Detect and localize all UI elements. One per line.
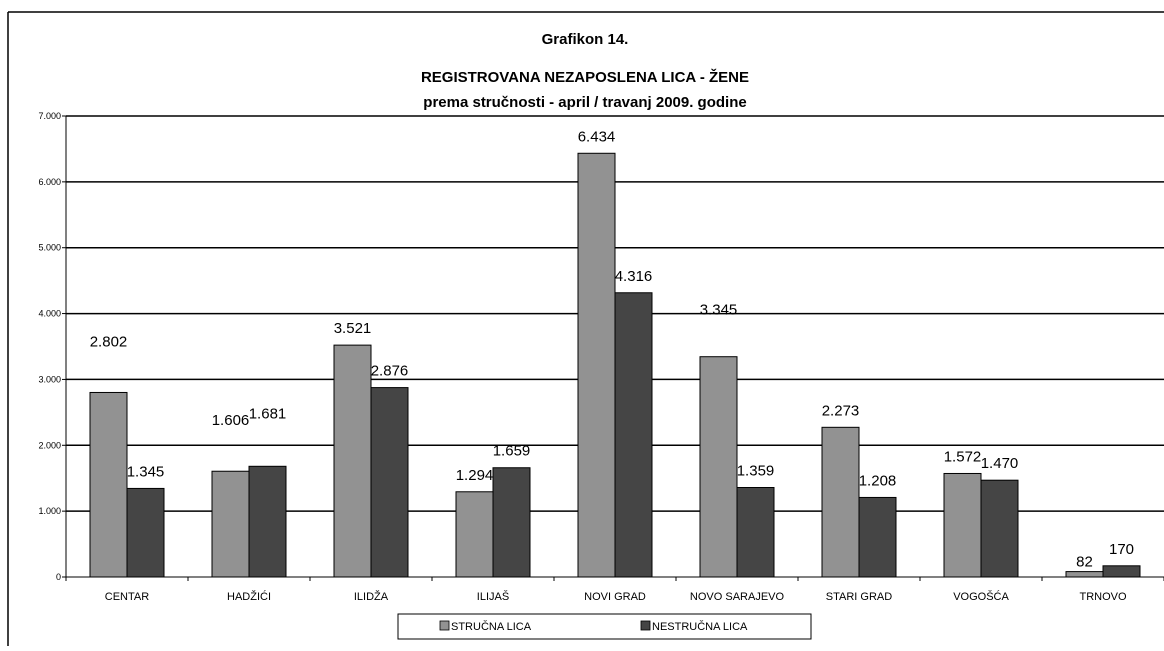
data-label-nestručna-lica-trnovo: 170 xyxy=(1109,541,1134,558)
x-axis: CENTAR HADŽIĆI ILIDŽA ILIJAŠ NOVI GRAD NOVO S… xyxy=(65,576,1164,603)
bar-stručna-lica-hadžići xyxy=(211,470,250,578)
bar-nestručna-lica-novo-sarajevo xyxy=(736,487,775,578)
y-tick-label-5: 5.000 xyxy=(38,243,61,253)
bar-nestručna-lica-ilidža xyxy=(370,387,409,578)
bar-stručna-lica-centar xyxy=(89,391,128,578)
data-label-stručna-lica-novo-sarajevo: 3.345 xyxy=(700,302,738,319)
bar-stručna-lica-vogošća xyxy=(943,472,982,578)
bar-stručna-lica-novo-sarajevo xyxy=(699,356,738,578)
bar-nestručna-lica-centar xyxy=(126,487,165,578)
legend-label-stručna-lica: STRUČNA LICA xyxy=(451,620,532,633)
bar-stručna-lica-ilidža xyxy=(333,344,372,578)
bar-stručna-lica-stari-grad xyxy=(821,426,860,578)
legend-label-nestručna-lica: NESTRUČNA LICA xyxy=(652,620,748,633)
y-tick-label-3: 3.000 xyxy=(38,374,61,384)
data-label-stručna-lica-centar: 2.802 xyxy=(90,333,128,350)
data-label-nestručna-lica-novi-grad: 4.316 xyxy=(615,268,653,285)
x-tick-label-ilijaš: ILIJAŠ xyxy=(477,590,509,603)
y-tick-label-0: 0 xyxy=(56,572,61,582)
x-tick-label-hadžići: HADŽIĆI xyxy=(227,590,271,603)
bar-nestručna-lica-vogošća xyxy=(980,479,1019,578)
y-tick-label-7: 7.000 xyxy=(38,111,61,121)
data-label-nestručna-lica-centar: 1.345 xyxy=(127,463,165,480)
data-label-stručna-lica-hadžići: 1.606 xyxy=(212,412,250,429)
bar-nestručna-lica-ilijaš xyxy=(492,467,531,578)
chart-subtitle: REGISTROVANA NEZAPOSLENA LICA - ŽENE xyxy=(421,68,749,86)
bars-layer xyxy=(89,152,1141,578)
data-label-nestručna-lica-vogošća: 1.470 xyxy=(981,455,1019,472)
bar-stručna-lica-ilijaš xyxy=(455,491,494,578)
data-label-nestručna-lica-ilijaš: 1.659 xyxy=(493,443,531,460)
data-label-stručna-lica-ilijaš: 1.294 xyxy=(456,467,494,484)
data-label-stručna-lica-vogošća: 1.572 xyxy=(944,448,982,465)
x-tick-label-novo-sarajevo: NOVO SARAJEVO xyxy=(690,591,785,603)
x-tick-label-stari-grad: STARI GRAD xyxy=(826,591,892,603)
x-tick-label-ilidža: ILIDŽA xyxy=(354,590,389,603)
data-label-stručna-lica-ilidža: 3.521 xyxy=(334,320,372,337)
legend-swatch-nestručna-lica xyxy=(640,620,651,631)
bar-nestručna-lica-novi-grad xyxy=(614,292,653,578)
y-tick-label-4: 4.000 xyxy=(38,309,61,319)
data-label-nestručna-lica-ilidža: 2.876 xyxy=(371,363,409,380)
x-tick-label-novi-grad: NOVI GRAD xyxy=(584,591,646,603)
x-tick-label-centar: CENTAR xyxy=(105,591,149,603)
x-tick-label-trnovo: TRNOVO xyxy=(1079,591,1127,603)
data-label-nestručna-lica-hadžići: 1.681 xyxy=(249,405,287,422)
y-tick-label-6: 6.000 xyxy=(38,177,61,187)
bar-nestručna-lica-trnovo xyxy=(1102,565,1141,578)
bar-stručna-lica-trnovo xyxy=(1065,571,1104,578)
y-axis: 0 1.000 2.000 3.000 4.000 5.000 6.000 7.000 xyxy=(38,111,67,582)
chart-subtitle-2: prema stručnosti - april / travanj 2009.… xyxy=(423,94,746,111)
data-label-nestručna-lica-stari-grad: 1.208 xyxy=(859,472,897,489)
bar-nestručna-lica-stari-grad xyxy=(858,496,897,578)
y-tick-label-1: 1.000 xyxy=(38,506,61,516)
y-tick-label-2: 2.000 xyxy=(38,440,61,450)
data-label-stručna-lica-stari-grad: 2.273 xyxy=(822,402,860,419)
data-label-nestručna-lica-novo-sarajevo: 1.359 xyxy=(737,463,775,480)
legend: STRUČNA LICA NESTRUČNA LICA xyxy=(397,613,812,640)
data-label-stručna-lica-novi-grad: 6.434 xyxy=(578,128,616,145)
x-tick-label-vogošća: VOGOŠĆA xyxy=(953,590,1009,603)
chart-title: Grafikon 14. xyxy=(542,31,629,48)
data-labels-layer: 2.802 1.606 3.521 1.294 6.434 3.345 2.273 1.572… xyxy=(90,128,1134,570)
legend-swatch-stručna-lica xyxy=(439,620,450,631)
data-label-stručna-lica-trnovo: 82 xyxy=(1076,554,1093,571)
bar-nestručna-lica-hadžići xyxy=(248,465,287,578)
bar-stručna-lica-novi-grad xyxy=(577,152,616,578)
legend-box xyxy=(397,613,812,640)
